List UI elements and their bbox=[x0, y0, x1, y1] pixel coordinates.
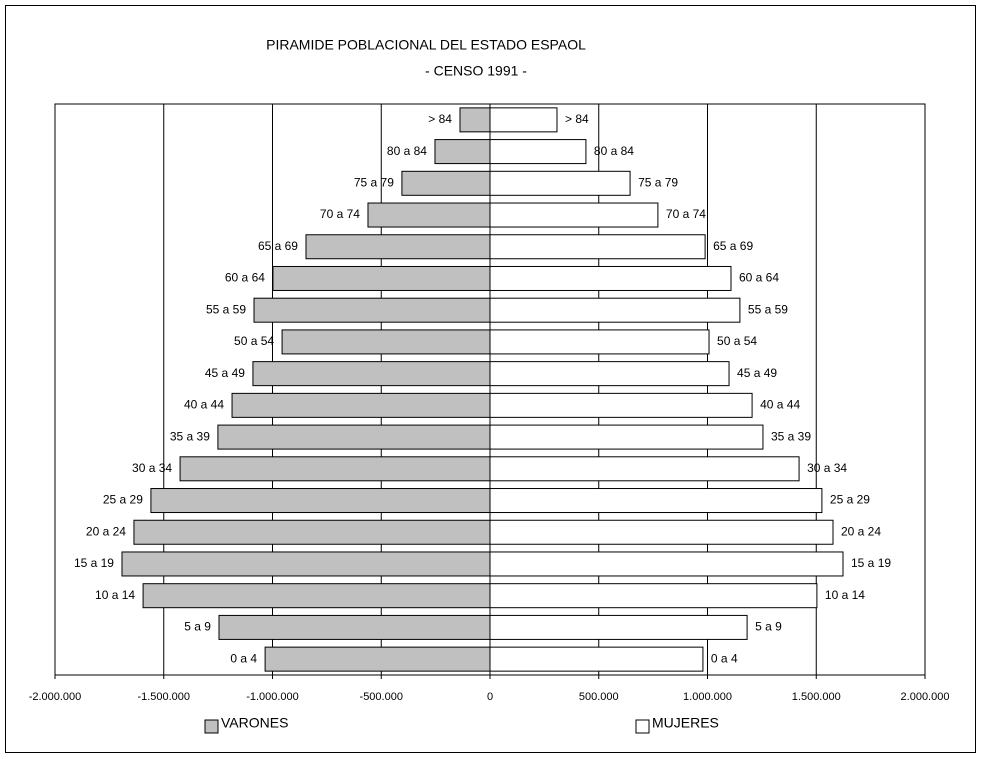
bar bbox=[489, 456, 800, 482]
category-label: 40 a 44 bbox=[760, 398, 800, 412]
bar bbox=[489, 424, 764, 450]
bar bbox=[489, 614, 748, 640]
category-label: 80 a 84 bbox=[594, 144, 634, 158]
category-label: 0 a 4 bbox=[711, 651, 738, 665]
bar bbox=[272, 265, 491, 291]
x-tick-label: -1.000.000 bbox=[246, 691, 299, 703]
x-tick-label: -2.000.000 bbox=[29, 691, 82, 703]
bar bbox=[489, 519, 834, 545]
category-label: 45 a 49 bbox=[737, 366, 777, 380]
category-label: 35 a 39 bbox=[771, 429, 811, 443]
category-label: 25 a 29 bbox=[103, 493, 143, 507]
bar bbox=[264, 646, 491, 672]
bar bbox=[305, 234, 491, 260]
bar bbox=[489, 551, 844, 577]
category-label: 70 a 74 bbox=[320, 207, 360, 221]
category-label: 10 a 14 bbox=[95, 588, 135, 602]
legend-label: MUJERES bbox=[652, 715, 719, 731]
category-label: 75 a 79 bbox=[354, 175, 394, 189]
bar bbox=[218, 614, 491, 640]
legend-swatch bbox=[635, 719, 650, 734]
category-label: 15 a 19 bbox=[851, 556, 891, 570]
category-label: 5 a 9 bbox=[755, 620, 782, 634]
bar bbox=[489, 170, 631, 196]
category-label: 40 a 44 bbox=[184, 398, 224, 412]
x-tick-label: -500.000 bbox=[360, 691, 403, 703]
category-label: 30 a 34 bbox=[807, 461, 847, 475]
category-label: 75 a 79 bbox=[638, 175, 678, 189]
bar bbox=[179, 456, 491, 482]
bar bbox=[434, 139, 491, 165]
category-label: 45 a 49 bbox=[205, 366, 245, 380]
bar bbox=[489, 361, 730, 387]
category-label: 30 a 34 bbox=[132, 461, 172, 475]
bar bbox=[489, 107, 558, 133]
bar bbox=[489, 646, 704, 672]
category-label: 25 a 29 bbox=[830, 493, 870, 507]
legend-label: VARONES bbox=[221, 715, 288, 731]
category-label: > 84 bbox=[565, 112, 589, 126]
bar bbox=[459, 107, 491, 133]
category-label: 20 a 24 bbox=[86, 524, 126, 538]
bar bbox=[401, 170, 491, 196]
category-label: 10 a 14 bbox=[825, 588, 865, 602]
bar bbox=[252, 361, 491, 387]
category-label: 50 a 54 bbox=[234, 334, 274, 348]
category-label: 55 a 59 bbox=[748, 302, 788, 316]
bar bbox=[367, 202, 491, 228]
bar bbox=[231, 392, 491, 418]
bar bbox=[489, 139, 587, 165]
category-label: 65 a 69 bbox=[713, 239, 753, 253]
category-label: > 84 bbox=[428, 112, 452, 126]
category-label: 65 a 69 bbox=[258, 239, 298, 253]
bar bbox=[489, 392, 753, 418]
category-label: 15 a 19 bbox=[74, 556, 114, 570]
bar bbox=[133, 519, 491, 545]
bar bbox=[489, 297, 741, 323]
bar bbox=[489, 583, 818, 609]
category-label: 50 a 54 bbox=[717, 334, 757, 348]
bar bbox=[489, 265, 732, 291]
category-label: 0 a 4 bbox=[230, 651, 257, 665]
chart-subtitle: - CENSO 1991 - bbox=[425, 63, 527, 79]
bar bbox=[253, 297, 491, 323]
x-tick-label: 0 bbox=[487, 691, 493, 703]
category-label: 80 a 84 bbox=[387, 144, 427, 158]
legend-swatch bbox=[204, 719, 219, 734]
x-tick-label: 2.000.000 bbox=[901, 691, 950, 703]
bar bbox=[489, 488, 823, 514]
bar bbox=[489, 234, 706, 260]
bar bbox=[489, 329, 710, 355]
chart-title: PIRAMIDE POBLACIONAL DEL ESTADO ESPAOL bbox=[266, 37, 586, 53]
category-label: 60 a 64 bbox=[225, 271, 265, 285]
category-label: 55 a 59 bbox=[206, 302, 246, 316]
category-label: 35 a 39 bbox=[170, 429, 210, 443]
bar bbox=[121, 551, 491, 577]
x-tick-label: -1.500.000 bbox=[137, 691, 190, 703]
x-tick-label: 1.500.000 bbox=[792, 691, 841, 703]
x-tick-label: 500.000 bbox=[579, 691, 619, 703]
category-label: 70 a 74 bbox=[666, 207, 706, 221]
bar bbox=[217, 424, 491, 450]
bar bbox=[150, 488, 491, 514]
category-label: 60 a 64 bbox=[739, 271, 779, 285]
bar bbox=[142, 583, 491, 609]
bar bbox=[489, 202, 659, 228]
x-tick-label: 1.000.000 bbox=[683, 691, 732, 703]
category-label: 5 a 9 bbox=[184, 620, 211, 634]
bar bbox=[281, 329, 491, 355]
category-label: 20 a 24 bbox=[841, 524, 881, 538]
